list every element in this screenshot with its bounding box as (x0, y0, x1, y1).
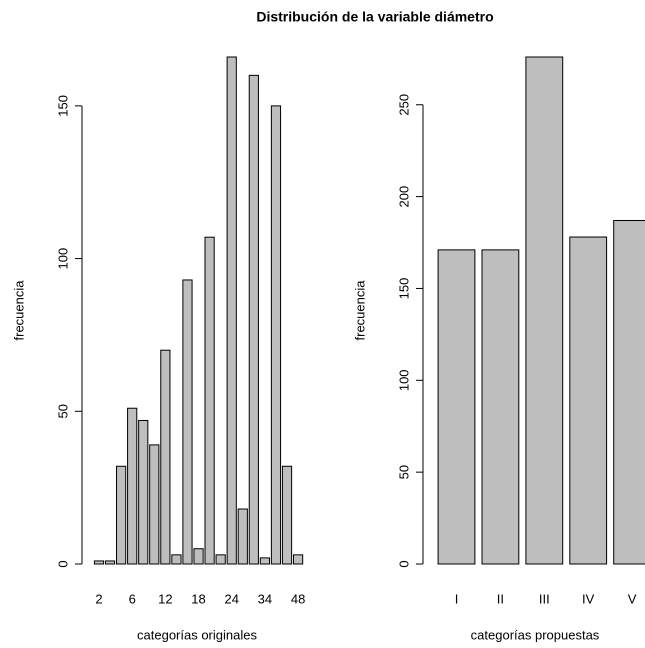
y-tick-label: 0 (396, 560, 411, 567)
x-tick-label: II (497, 591, 504, 606)
x-tick-label: 12 (158, 591, 172, 606)
bar (226, 56, 237, 565)
bar (569, 236, 608, 565)
bar (248, 74, 259, 565)
y-tick-label: 50 (55, 404, 70, 418)
figure-title: Distribución de la variable diámetro (256, 9, 493, 25)
bar (281, 465, 293, 565)
y-tick-label: 50 (396, 465, 411, 479)
bar (116, 465, 127, 565)
bar (237, 508, 248, 565)
x-tick-label: 48 (291, 591, 305, 606)
y-axis-label: frecuencia (352, 280, 367, 341)
bar (525, 56, 564, 565)
x-tick-label: 6 (129, 591, 136, 606)
y-axis-label: frecuencia (11, 280, 26, 341)
bar (481, 249, 520, 565)
y-tick-label: 250 (396, 94, 411, 116)
y-tick-label: 100 (396, 369, 411, 391)
bar (104, 560, 116, 565)
y-tick-label: 150 (55, 95, 70, 117)
x-axis-label: categorías propuestas (471, 627, 600, 642)
bar (613, 219, 645, 565)
y-tick-label: 100 (55, 248, 70, 270)
x-tick-label: 34 (258, 591, 272, 606)
x-tick-label: 24 (224, 591, 238, 606)
x-tick-label: I (455, 591, 459, 606)
x-tick-label: V (628, 591, 637, 606)
x-tick-label: IV (582, 591, 595, 606)
x-axis-label: categorías originales (137, 627, 257, 642)
bar (138, 419, 149, 565)
bar (193, 548, 204, 565)
bar (182, 279, 193, 565)
x-tick-label: 18 (191, 591, 205, 606)
bar (204, 236, 215, 565)
bar (127, 407, 138, 565)
x-tick-label: III (539, 591, 550, 606)
bar (93, 560, 105, 565)
bar (160, 349, 171, 565)
bar (171, 554, 182, 565)
bar (292, 554, 304, 565)
x-tick-label: 2 (95, 591, 102, 606)
bar (259, 557, 270, 565)
bar (270, 105, 282, 565)
y-tick-label: 0 (55, 560, 70, 567)
bar (215, 554, 226, 565)
bar (437, 249, 476, 565)
y-tick-label: 150 (396, 278, 411, 300)
bar (149, 444, 160, 565)
y-tick-label: 200 (396, 186, 411, 208)
